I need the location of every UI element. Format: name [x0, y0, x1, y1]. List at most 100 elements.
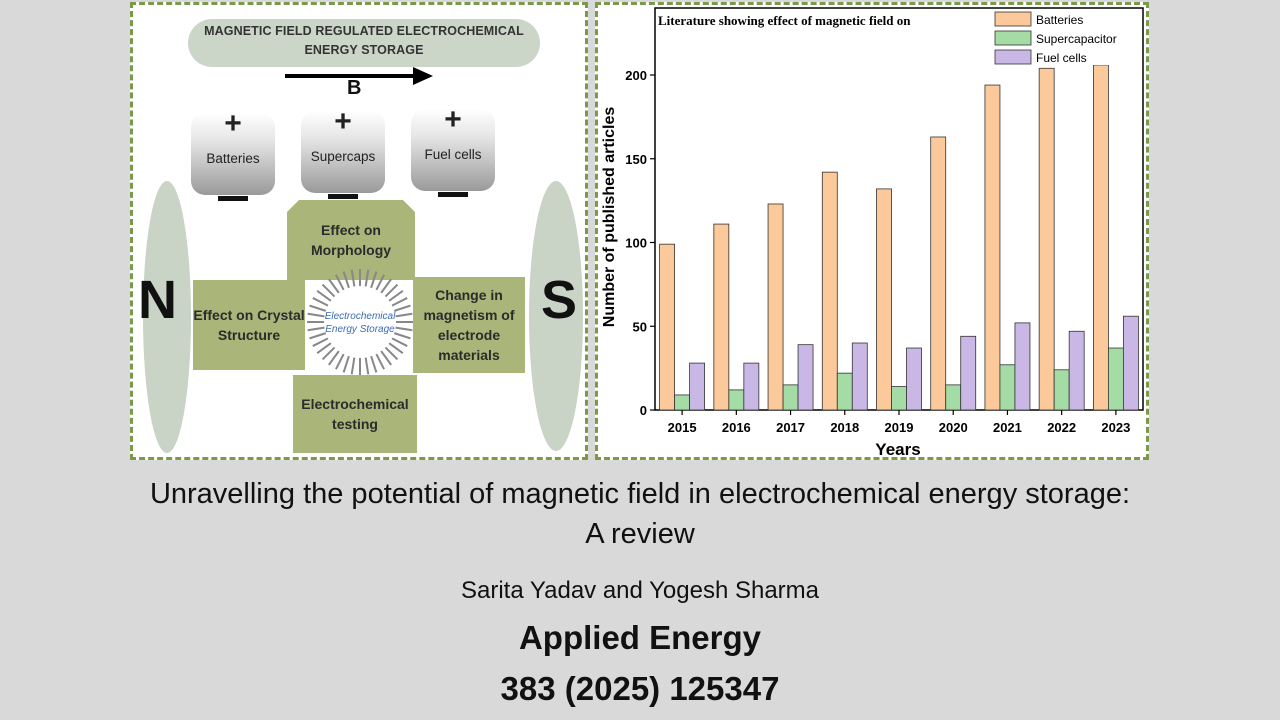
bar-fuel-cells-2018: [851, 342, 868, 411]
x-tick-label: 2018: [830, 420, 859, 435]
x-tick-label: 2023: [1101, 420, 1130, 435]
effect-morphology-box: Effect on Morphology: [287, 200, 415, 280]
bar-fuel-cells-2016: [743, 362, 760, 411]
north-pole-label: N: [138, 270, 177, 330]
y-tick-label: 100: [625, 236, 647, 251]
x-tick-label: 2016: [722, 420, 751, 435]
y-tick-label: 0: [640, 403, 647, 418]
bar-supercapacitor-2017: [782, 384, 799, 411]
schematic-panel: MAGNETIC FIELD REGULATED ELECTROCHEMICAL…: [130, 2, 588, 460]
burst-ray: [321, 346, 336, 361]
bar-supercapacitor-2019: [891, 386, 907, 411]
authors: Sarita Yadav and Yogesh Sharma: [460, 577, 820, 604]
electrochemical-testing-label: Electrochemical testing: [301, 396, 409, 432]
burst-ray: [312, 297, 329, 307]
burst-ray: [391, 337, 408, 347]
burst-icon: [307, 269, 413, 375]
x-tick-label: 2019: [885, 420, 914, 435]
y-tick-label: 150: [625, 152, 647, 167]
y-tick-label: 200: [625, 68, 647, 83]
legend-swatch: [994, 49, 1032, 65]
bar-batteries-2016: [713, 223, 730, 411]
bar-supercapacitor-2015: [674, 394, 691, 411]
x-tick-label: 2022: [1047, 420, 1076, 435]
plus-icon: +: [224, 107, 242, 140]
burst-ray: [342, 355, 350, 373]
burst-ray: [384, 283, 399, 298]
burst-ray: [309, 332, 327, 340]
north-pole-ellipse: [143, 181, 191, 453]
journal-name: Applied Energy: [518, 619, 762, 656]
cell-label: Batteries: [206, 151, 260, 166]
burst-ray: [370, 271, 378, 289]
citation: 383 (2025) 125347: [500, 670, 780, 707]
burst-ray: [364, 357, 370, 375]
effect-morphology-label: Effect on Morphology: [310, 222, 392, 258]
burst-ray: [328, 350, 340, 366]
burst-ray: [307, 326, 325, 332]
minus-icon: [328, 194, 358, 199]
burst-ray: [370, 355, 378, 373]
bar-batteries-2017: [767, 203, 784, 411]
bar-supercapacitor-2022: [1053, 369, 1070, 411]
plus-icon: +: [334, 105, 352, 138]
south-pole-label: S: [541, 270, 578, 330]
effect-crystal-label: Effect on Crystal Structure: [193, 307, 305, 343]
burst-ray: [393, 304, 411, 312]
burst-ray: [395, 326, 413, 332]
y-axis-label: Number of published articles: [601, 107, 618, 328]
bar-batteries-2015: [659, 243, 676, 411]
bar-supercapacitor-2018: [836, 372, 853, 411]
bar-fuel-cells-2019: [906, 347, 922, 411]
effect-crystal-box: Effect on Crystal Structure: [193, 280, 305, 370]
x-tick-label: 2017: [776, 420, 805, 435]
burst-ray: [375, 274, 385, 291]
bar-supercapacitor-2021: [999, 364, 1016, 411]
bar-batteries-2023: [1092, 64, 1109, 411]
bar-fuel-cells-2020: [960, 335, 977, 411]
cell-label: Supercaps: [310, 149, 376, 164]
burst-ray: [384, 346, 399, 361]
bar-batteries-2022: [1038, 67, 1055, 411]
chart-title: Literature showing effect of magnetic fi…: [658, 13, 911, 28]
plus-icon: +: [444, 103, 462, 136]
bar-batteries-2021: [984, 84, 1001, 411]
x-tick-label: 2015: [668, 420, 697, 435]
burst-ray: [395, 312, 413, 318]
burst-ray: [393, 332, 411, 340]
burst-ray: [375, 353, 385, 370]
diagram-banner: MAGNETIC FIELD REGULATED ELECTROCHEMICAL…: [188, 19, 540, 67]
electrochemical-testing-box: Electrochemical testing: [293, 375, 417, 453]
x-tick-label: 2021: [993, 420, 1022, 435]
burst-ray: [388, 290, 404, 302]
x-axis-label: Years: [875, 440, 920, 457]
burst-ray: [364, 269, 370, 287]
bar-batteries-2019: [876, 188, 892, 411]
magnetic-field-arrow-icon: [285, 67, 433, 85]
south-pole-ellipse: [529, 181, 583, 451]
legend-swatch: [994, 30, 1032, 46]
legend-label: Fuel cells: [1036, 51, 1087, 65]
burst-ray: [335, 353, 345, 370]
cell-batteries: + Batteries: [191, 109, 275, 201]
burst-ray: [316, 342, 332, 354]
bar-fuel-cells-2022: [1068, 330, 1085, 411]
bar-supercapacitor-2023: [1107, 347, 1124, 411]
minus-icon: [218, 196, 248, 201]
burst-ray: [342, 271, 350, 289]
burst-ray: [350, 357, 356, 375]
burst-ray: [335, 274, 345, 291]
burst-ray: [380, 350, 392, 366]
burst-ray: [312, 337, 329, 347]
cell-label: Fuel cells: [424, 147, 482, 162]
paper-title-text: Unravelling the potential of magnetic fi…: [149, 478, 1131, 550]
bar-fuel-cells-2023: [1122, 315, 1139, 411]
center-label: Electrochemical Energy Storage: [324, 311, 396, 335]
minus-icon: [438, 192, 468, 197]
y-tick-label: 50: [633, 319, 647, 334]
x-tick-label: 2020: [939, 420, 968, 435]
bar-supercapacitor-2016: [728, 389, 745, 411]
bar-supercapacitor-2020: [945, 384, 962, 411]
burst-ray: [309, 304, 327, 312]
paper-title: Unravelling the potential of magnetic fi…: [0, 474, 1280, 554]
